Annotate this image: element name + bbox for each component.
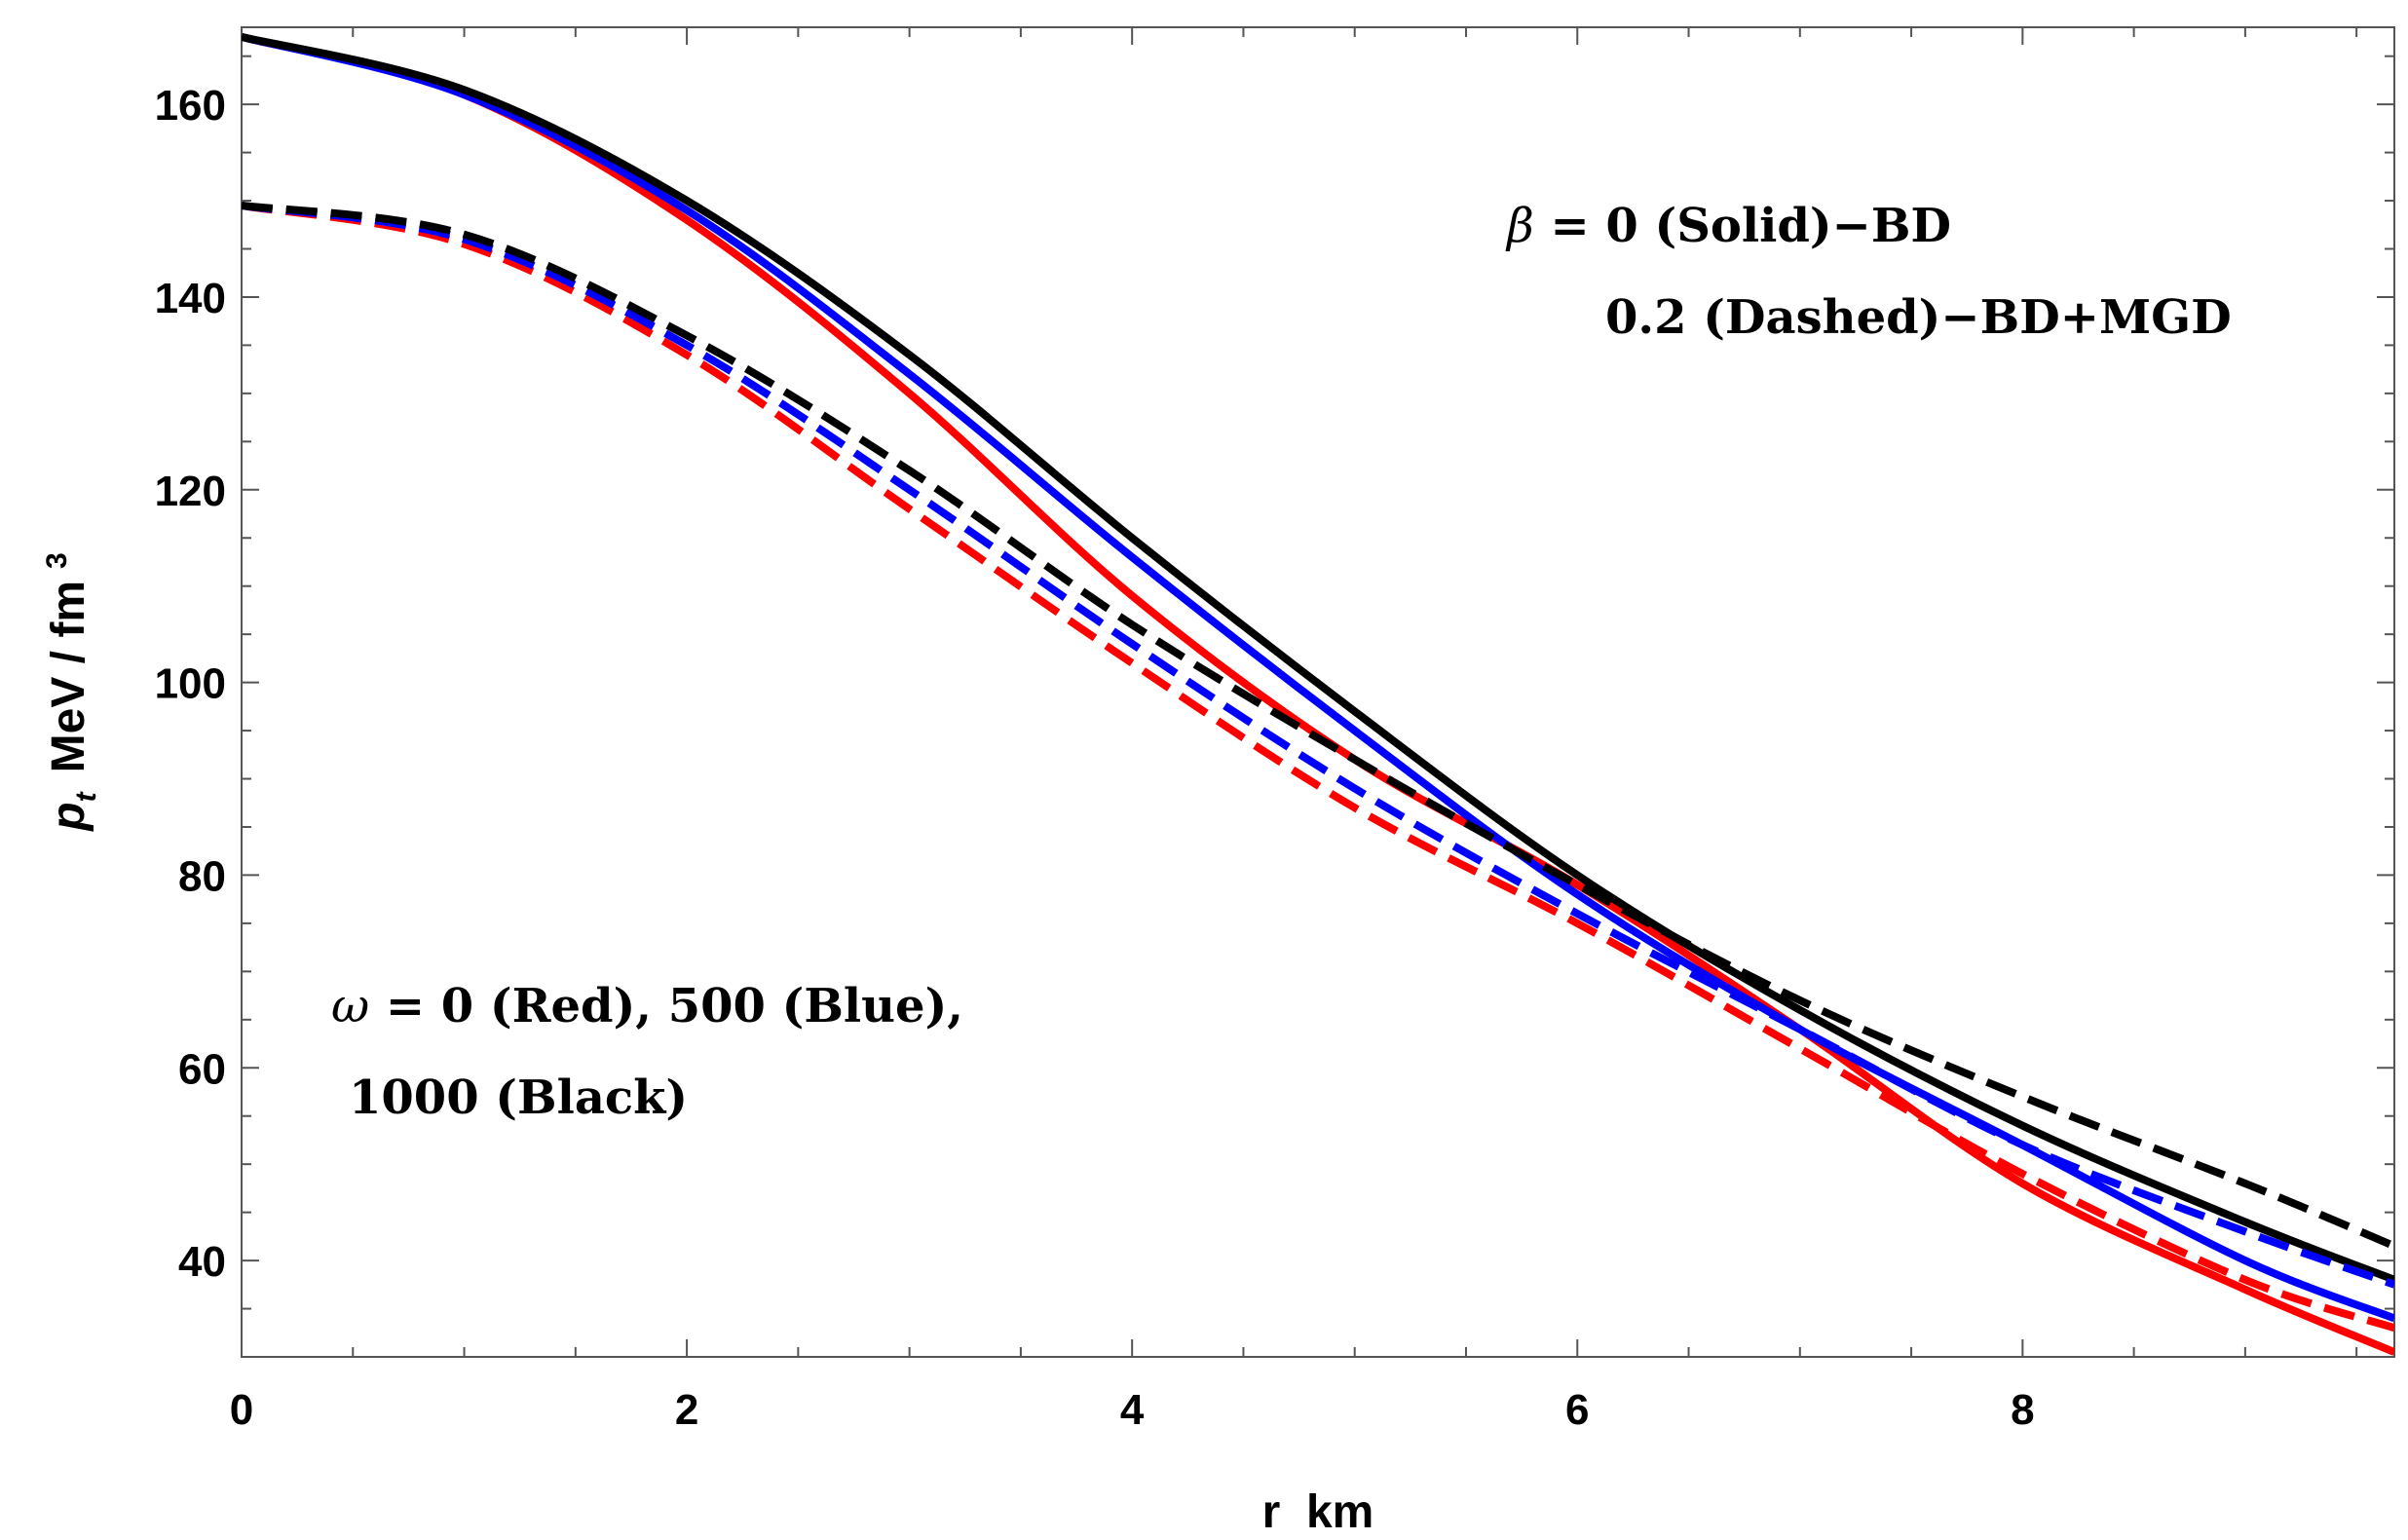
omega-annotation-line1: ω = 0 (Red), 500 (Blue), <box>331 979 963 1033</box>
series-line-2 <box>242 33 2394 1284</box>
x-tick-label: 6 <box>1565 1386 1589 1434</box>
series-group <box>242 33 2394 1356</box>
y-tick-label: 40 <box>178 1238 226 1286</box>
y-tick-label: 80 <box>178 852 226 900</box>
series-line-4 <box>242 202 2394 1289</box>
y-tick-label: 100 <box>155 660 226 708</box>
series-line-1 <box>242 33 2394 1323</box>
beta-annotation-line1-text: = 0 (Solid)−BD <box>1534 199 1951 253</box>
x-tick-label: 0 <box>230 1386 253 1434</box>
omega-symbol: ω <box>331 979 369 1033</box>
y-tick-label: 60 <box>178 1045 226 1093</box>
omega-annotation-line2: 1000 (Black) <box>349 1070 688 1125</box>
y-tick-label: 160 <box>155 82 226 130</box>
omega-annotation-line1-text: = 0 (Red), 500 (Blue), <box>369 979 963 1033</box>
series-line-0 <box>242 33 2394 1356</box>
beta-symbol: β <box>1505 199 1534 253</box>
y-axis-label-sub: t <box>70 790 102 802</box>
x-axis-label: r km <box>1262 1486 1374 1538</box>
y-axis-label-sup: 3 <box>41 552 73 569</box>
series-line-3 <box>242 202 2394 1333</box>
x-tick-label: 4 <box>1120 1386 1145 1434</box>
y-axis-label-main: p <box>43 802 94 832</box>
axis-ticks <box>241 27 2394 1357</box>
y-tick-label: 120 <box>155 468 226 515</box>
plot-frame <box>241 26 2395 1358</box>
series-line-5 <box>242 202 2394 1250</box>
y-axis-label-units: MeV / fm <box>43 581 94 772</box>
beta-annotation-line2: 0.2 (Dashed)−BD+MGD <box>1605 290 2232 345</box>
y-tick-label: 140 <box>155 275 226 322</box>
beta-annotation-line1: β = 0 (Solid)−BD <box>1505 199 1951 253</box>
y-axis-label: pt MeV / fm 3 <box>41 552 102 832</box>
x-tick-label: 2 <box>675 1386 698 1434</box>
x-tick-label: 8 <box>2011 1386 2034 1434</box>
tick-labels: 0 2 4 6 8 40 60 80 100 120 140 160 <box>155 82 2035 1434</box>
